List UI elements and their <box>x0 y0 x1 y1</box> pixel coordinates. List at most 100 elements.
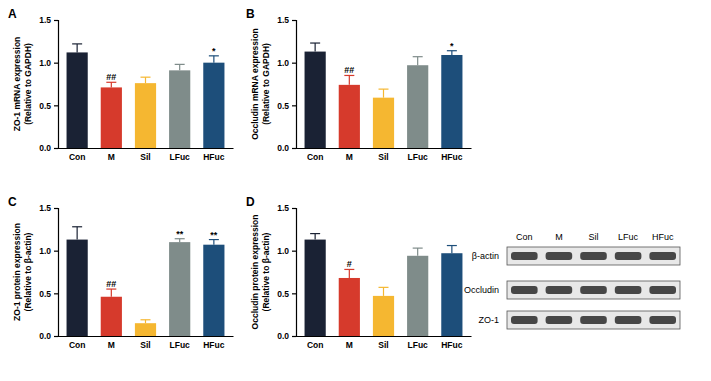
x-axis: ConMSilLFucHFuc <box>297 148 472 162</box>
panel: 0.00.51.01.5ConMSilLFucHFucZO-1 protein … <box>8 195 234 350</box>
bar <box>441 55 462 148</box>
y-tick: 1.5 <box>277 15 296 25</box>
significance-label: * <box>450 41 454 51</box>
bar <box>169 70 190 148</box>
y-axis-title: (Relative to β-actin) <box>261 232 271 311</box>
significance-label: ** <box>210 230 218 240</box>
row-label: ZO-1 <box>478 315 499 325</box>
error-cap <box>447 245 457 246</box>
blot-strip <box>507 281 680 299</box>
y-tick: 1.0 <box>277 246 296 256</box>
bar <box>101 297 122 336</box>
x-tick: HFuc <box>203 148 225 162</box>
x-tick-label: Con <box>69 152 86 162</box>
y-tick: 1.5 <box>39 203 58 213</box>
error-cap <box>141 77 151 78</box>
y-tick-label: 0.0 <box>277 143 289 153</box>
y-axis: 0.00.51.01.5 <box>277 15 296 153</box>
x-axis: ConMSilLFucHFuc <box>297 336 472 350</box>
x-tick: LFuc <box>408 148 429 162</box>
y-tick: 0.5 <box>39 289 58 299</box>
y-tick: 1.5 <box>277 203 296 213</box>
y-axis: 0.00.51.01.5 <box>277 203 296 341</box>
y-axis-line <box>54 21 59 149</box>
x-tick-label: Sil <box>140 152 150 162</box>
blot-band <box>511 286 538 294</box>
significance-label: ## <box>106 279 116 289</box>
error-bar <box>106 82 116 87</box>
y-tick-mark <box>54 20 58 21</box>
y-tick-mark <box>292 148 296 149</box>
panel-label: A <box>8 7 17 21</box>
error-cap <box>175 64 185 65</box>
x-axis: ConMSilLFucHFuc <box>59 336 234 350</box>
bar <box>305 240 326 336</box>
x-tick-label: M <box>108 152 115 162</box>
bar <box>407 65 428 148</box>
error-bar <box>413 57 423 66</box>
bar <box>67 240 88 336</box>
x-tick: Con <box>69 148 86 162</box>
x-tick: Sil <box>378 148 388 162</box>
error-bar <box>141 320 151 323</box>
y-tick-label: 1.0 <box>39 246 51 256</box>
western-blot: ConMSilLFucHFucβ-actinOccludinZO-1 <box>464 232 680 329</box>
x-tick-label: M <box>346 152 353 162</box>
x-tick: LFuc <box>170 148 191 162</box>
y-tick-mark <box>54 105 58 106</box>
x-tick: Sil <box>378 336 388 350</box>
y-axis: 0.00.51.01.5 <box>39 203 58 341</box>
panel: 0.00.51.01.5ConMSilLFucHFucOccludin prot… <box>246 195 472 350</box>
x-tick-label: M <box>346 340 353 350</box>
y-axis-line <box>292 209 297 337</box>
error-bar <box>175 64 185 70</box>
blot-band <box>649 252 676 260</box>
error-stem <box>451 246 452 254</box>
y-tick-mark <box>54 293 58 294</box>
error-stem <box>349 75 350 84</box>
error-bar <box>344 75 354 84</box>
blot-strip <box>507 247 680 265</box>
bar <box>67 52 88 148</box>
bar <box>339 85 360 148</box>
bar <box>373 296 394 336</box>
x-tick-label: LFuc <box>170 340 191 350</box>
blot-band <box>580 316 607 324</box>
y-tick-label: 1.0 <box>277 58 289 68</box>
error-stem <box>417 248 418 256</box>
bar <box>203 245 224 336</box>
y-tick: 1.0 <box>277 58 296 68</box>
blot-band <box>546 316 573 324</box>
plot-area <box>67 44 225 148</box>
error-bar <box>106 289 116 297</box>
y-tick-label: 1.0 <box>39 58 51 68</box>
y-tick: 1.0 <box>39 58 58 68</box>
x-tick: LFuc <box>170 336 191 350</box>
y-tick: 0.0 <box>277 143 296 153</box>
blot-strip <box>507 311 680 329</box>
row-label: Occludin <box>464 285 499 295</box>
y-tick-label: 1.0 <box>277 246 289 256</box>
y-tick: 0.0 <box>39 143 58 153</box>
bar <box>441 253 462 336</box>
y-axis-title: ZO-1 mRNA expression <box>12 37 22 132</box>
error-stem <box>77 227 78 240</box>
panel-label: D <box>246 195 255 209</box>
blot-band <box>615 316 642 324</box>
x-tick-label: LFuc <box>408 340 429 350</box>
error-stem <box>315 43 316 52</box>
error-stem <box>349 269 350 278</box>
error-stem <box>417 57 418 66</box>
y-tick-label: 0.0 <box>39 143 51 153</box>
bar <box>339 278 360 336</box>
y-tick-label: 1.5 <box>39 203 51 213</box>
bar <box>135 83 156 148</box>
bar <box>305 52 326 148</box>
y-axis-title: Occludin protein expression <box>250 215 260 330</box>
error-cap <box>413 248 423 249</box>
x-axis-line <box>297 148 472 149</box>
y-axis-title: (Relative to GAPDH) <box>261 43 271 125</box>
y-tick: 1.5 <box>39 15 58 25</box>
blot-band <box>615 252 642 260</box>
x-tick: Sil <box>140 148 150 162</box>
